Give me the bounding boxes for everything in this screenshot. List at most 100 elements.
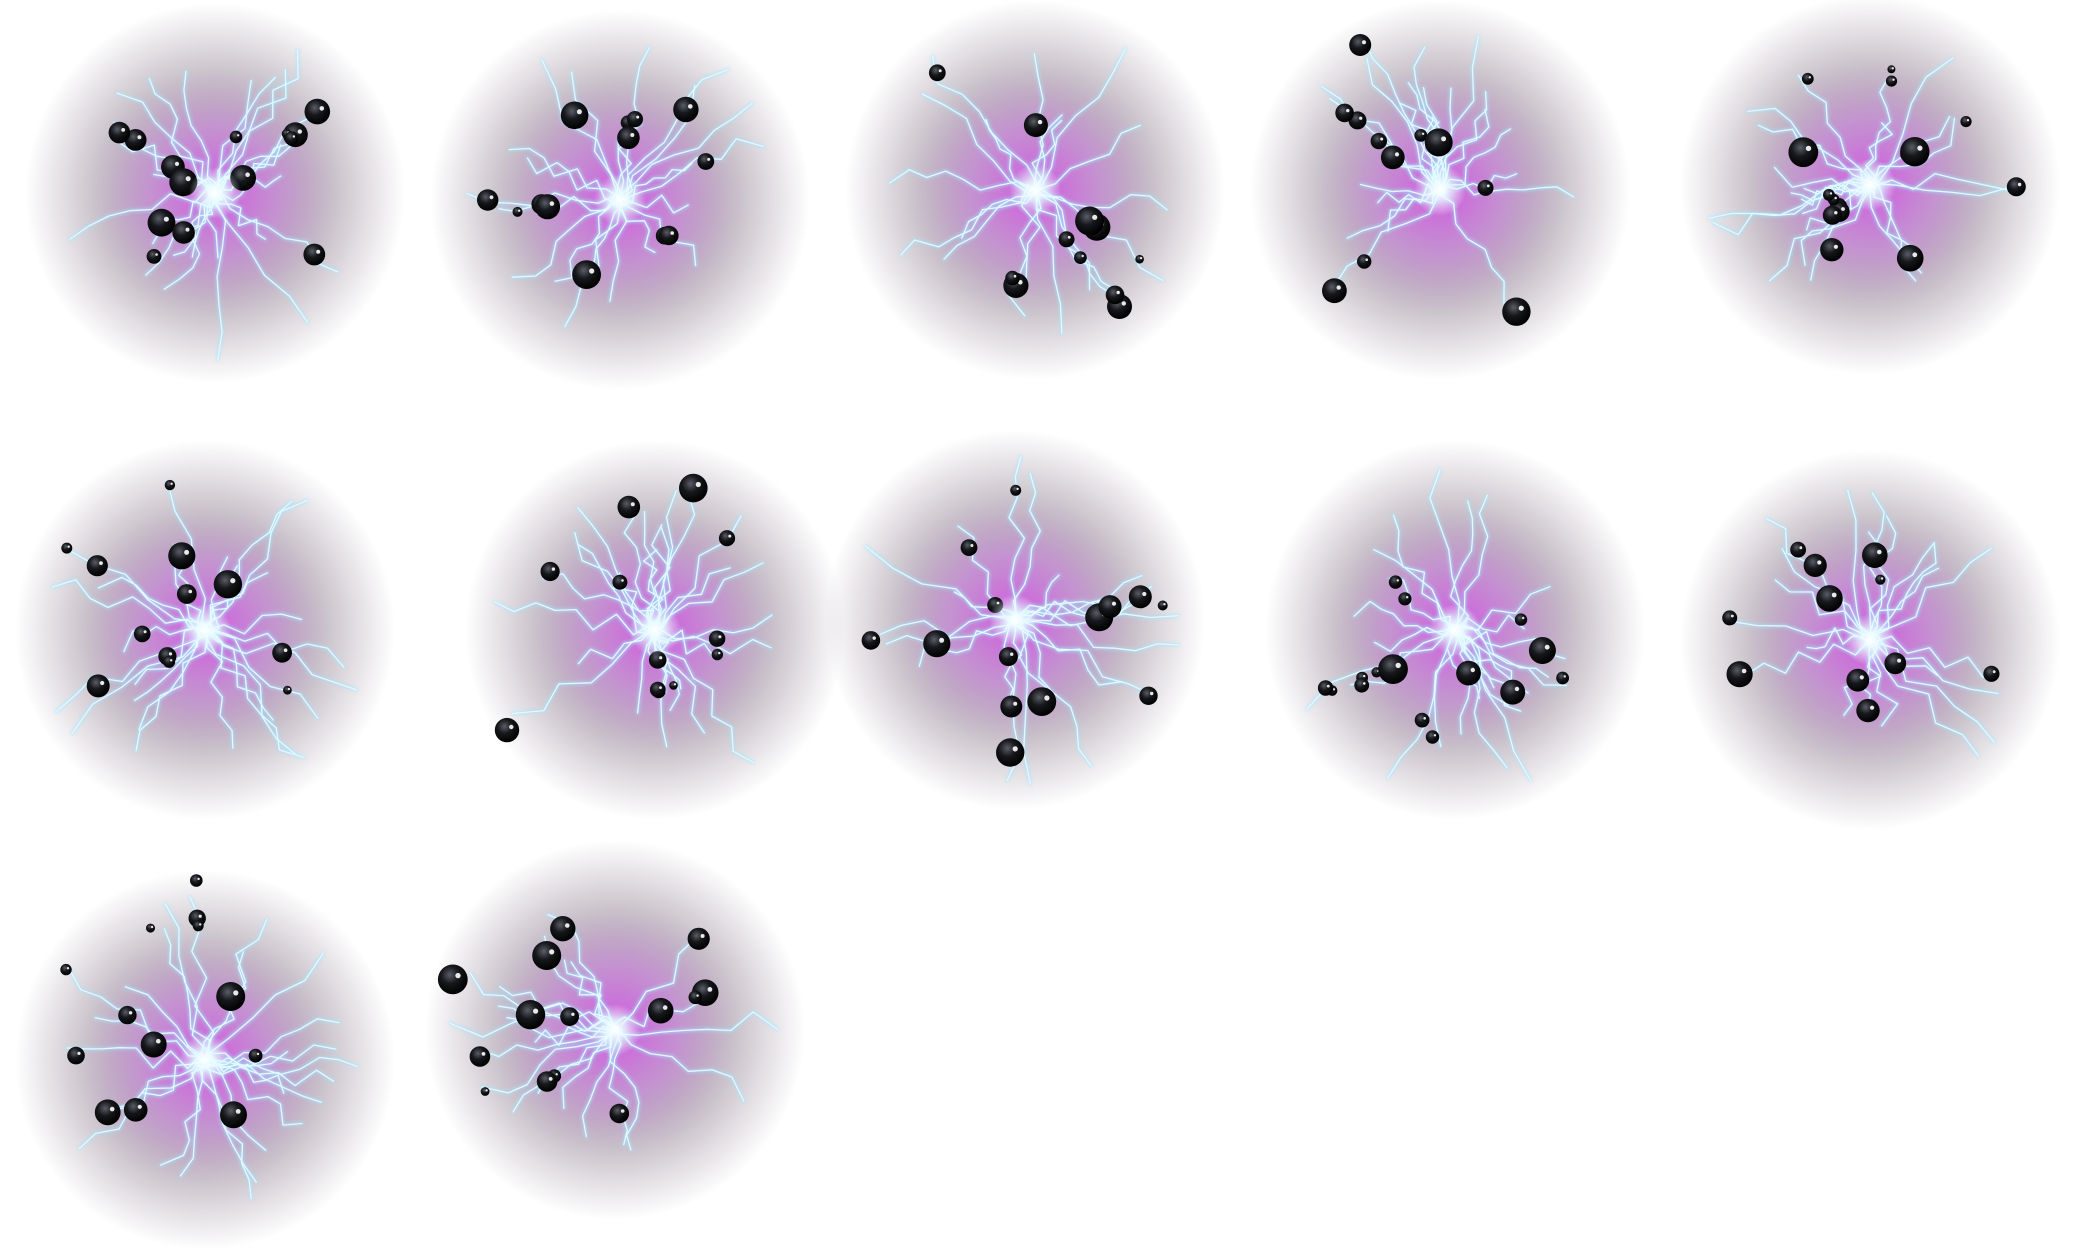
orb-highlight: [1423, 717, 1426, 720]
lightning-tendril: [1444, 35, 1480, 192]
orb-highlight: [128, 1011, 133, 1015]
dark-orb: [140, 1031, 167, 1058]
dark-orb: [469, 1046, 491, 1067]
frame-6: [15, 440, 395, 820]
orb-highlight: [1067, 235, 1071, 239]
dark-orb: [1856, 698, 1880, 723]
dark-orb: [923, 630, 951, 658]
energy-core: [589, 1004, 641, 1056]
orb-highlight: [1897, 658, 1902, 663]
dark-orb: [1335, 103, 1354, 123]
orb-highlight: [551, 567, 556, 571]
orb-highlight: [1841, 207, 1845, 211]
dark-orb: [86, 555, 108, 577]
orb-highlight: [548, 1077, 553, 1081]
dark-orb: [60, 963, 72, 976]
energy-core: [1844, 614, 1896, 666]
dark-orb: [1414, 129, 1428, 142]
orb-highlight: [1859, 675, 1864, 680]
lightning-tendril: [541, 59, 625, 199]
dark-orb: [2006, 177, 2026, 197]
lightning-tendril: [200, 500, 293, 627]
orb-highlight: [1522, 616, 1525, 620]
dark-orb: [1500, 679, 1526, 705]
lightning-tendril: [51, 579, 202, 638]
dark-orb: [534, 194, 561, 220]
orb-highlight: [185, 176, 191, 182]
orb-highlight: [718, 651, 721, 655]
dark-orb: [996, 738, 1025, 767]
orb-highlight: [170, 659, 173, 662]
dark-orb: [1135, 254, 1144, 264]
dark-orb: [1983, 665, 2000, 682]
dark-orb: [1074, 251, 1087, 264]
lightning-tendril: [620, 1011, 778, 1036]
dark-orb: [572, 260, 601, 289]
orb-highlight: [245, 172, 250, 177]
lightning-tendril: [209, 1053, 358, 1076]
lightning-tendril: [1012, 612, 1153, 696]
dark-orb: [147, 208, 176, 237]
dark-orb: [1896, 244, 1924, 272]
orb-highlight: [707, 157, 711, 161]
orb-highlight: [67, 545, 70, 548]
dark-orb: [1388, 575, 1403, 589]
energy-core: [989, 594, 1041, 646]
energy-core: [1009, 164, 1061, 216]
dark-orb: [532, 941, 562, 970]
energy-core: [189, 167, 241, 219]
dark-orb: [688, 990, 703, 1005]
orb-highlight: [872, 636, 876, 640]
dark-orb: [1820, 238, 1844, 262]
orb-highlight: [1326, 684, 1330, 688]
energy-core: [179, 604, 231, 656]
frame-2: [430, 10, 810, 390]
dark-orb: [1370, 132, 1388, 150]
orb-highlight: [1044, 695, 1050, 701]
orb-highlight: [1092, 214, 1098, 220]
orb-highlight: [319, 106, 325, 111]
orb-highlight: [1470, 667, 1476, 673]
orb-highlight: [485, 1089, 488, 1092]
orb-highlight: [235, 1109, 241, 1114]
dark-orb: [1726, 661, 1753, 688]
dark-orb: [687, 927, 710, 950]
dark-orb: [108, 121, 131, 144]
orb-highlight: [137, 135, 142, 140]
lightning-tendril: [931, 55, 1041, 190]
orb-highlight: [109, 1106, 115, 1112]
orb-highlight: [1731, 614, 1734, 618]
orb-highlight: [1394, 152, 1400, 157]
dark-orb: [960, 539, 978, 556]
orb-highlight: [659, 686, 662, 689]
orb-highlight: [1891, 67, 1895, 70]
orb-highlight: [1116, 290, 1120, 295]
orb-highlight: [1016, 487, 1019, 491]
orb-highlight: [589, 268, 595, 274]
orb-highlight: [1163, 603, 1166, 606]
dark-orb: [998, 647, 1018, 667]
lightning-tendril: [1708, 181, 1868, 219]
dark-orb: [1027, 687, 1057, 716]
lightning-tendril: [1036, 47, 1127, 196]
dark-orb: [669, 681, 678, 690]
dark-orb: [494, 717, 520, 743]
orb-highlight: [939, 637, 945, 643]
frame-4: [1250, 0, 1630, 380]
lightning-tendril: [1010, 620, 1180, 652]
lightning-tendril: [164, 902, 211, 1055]
orb-highlight: [1544, 644, 1550, 650]
orb-highlight: [1486, 184, 1490, 188]
dark-orb: [1456, 660, 1481, 686]
dark-orb: [1862, 542, 1888, 568]
dark-orb: [477, 189, 499, 211]
lightning-tendril: [209, 499, 308, 625]
orb-highlight: [1396, 579, 1400, 582]
orb-highlight: [150, 925, 154, 929]
orb-highlight: [718, 635, 722, 639]
dark-orb: [213, 570, 243, 599]
orb-highlight: [455, 972, 461, 979]
orb-highlight: [636, 115, 640, 119]
dark-orb: [1846, 668, 1870, 692]
orb-highlight: [287, 687, 291, 691]
